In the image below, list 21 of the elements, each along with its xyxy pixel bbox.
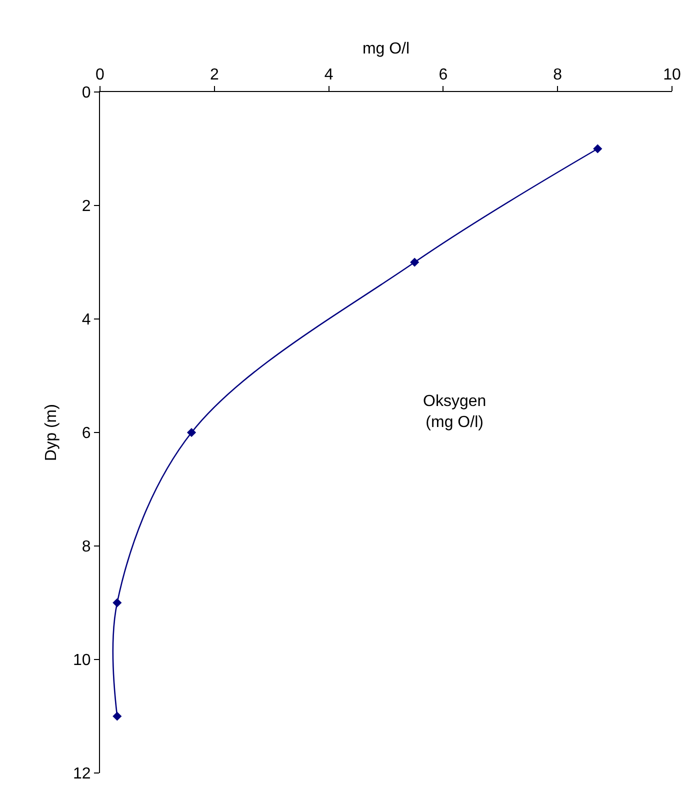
y-tick-label: 0 bbox=[82, 84, 91, 102]
point bbox=[112, 598, 122, 608]
y-tick-label: 2 bbox=[82, 198, 91, 216]
y-tick-label: 10 bbox=[73, 652, 91, 670]
x-tick-label: 8 bbox=[553, 66, 562, 84]
y-tick-label: 4 bbox=[82, 312, 91, 329]
y-tick-label: 6 bbox=[82, 425, 91, 442]
x-tick-label: 6 bbox=[438, 66, 448, 84]
x-tick-label: 2 bbox=[210, 66, 219, 84]
point bbox=[186, 428, 196, 438]
point bbox=[112, 712, 122, 721]
point bbox=[410, 258, 420, 267]
y-tick-label: 8 bbox=[82, 538, 91, 556]
x-tick-label: 0 bbox=[96, 66, 105, 84]
point bbox=[593, 144, 602, 154]
annotation: Oksygen (mg O/l) bbox=[423, 393, 486, 431]
y-tick-label: 12 bbox=[73, 766, 91, 783]
x-axis-title: mg O/l bbox=[362, 40, 410, 58]
x-tick-label: 10 bbox=[663, 66, 681, 84]
y-axis-title: Dyp (m) bbox=[42, 404, 60, 461]
x-tick-label: 4 bbox=[324, 66, 334, 84]
